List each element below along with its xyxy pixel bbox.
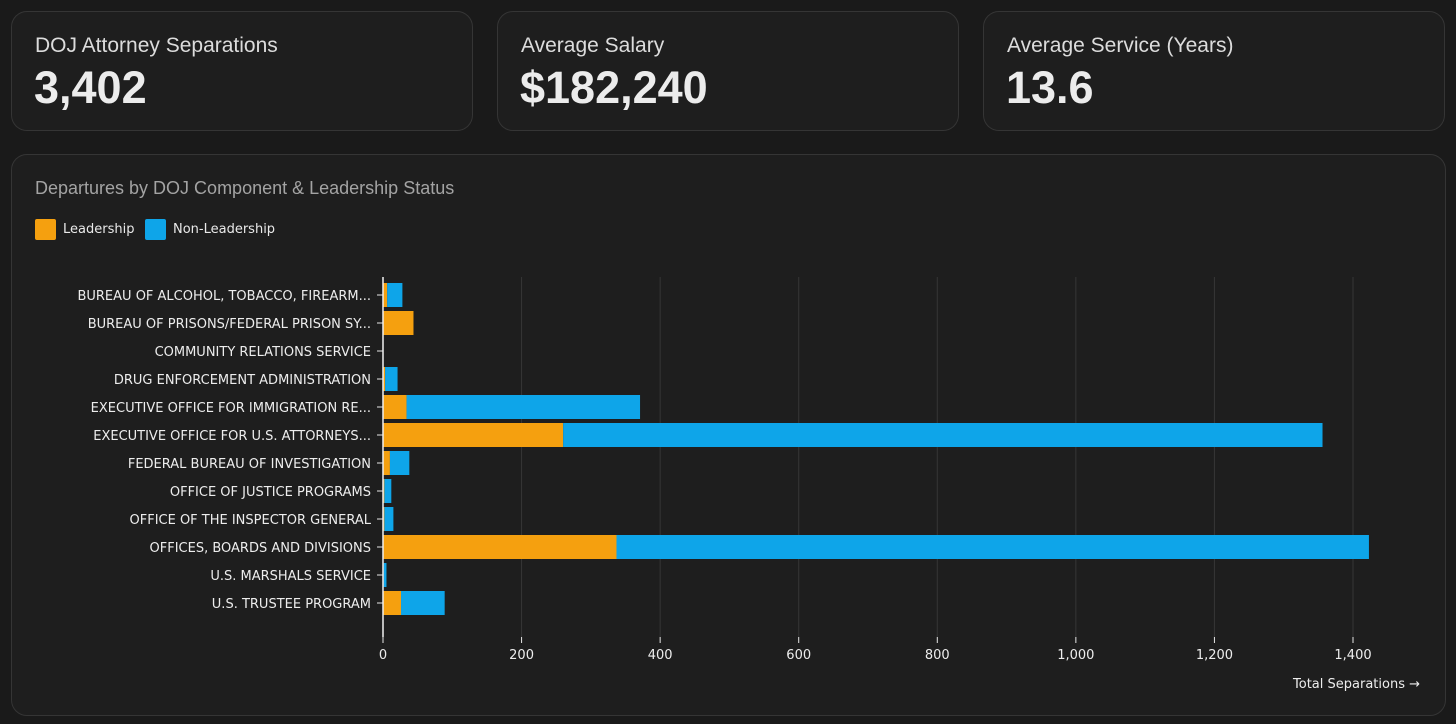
legend-swatch-leadership	[35, 218, 56, 240]
bar-non-leadership	[389, 451, 410, 475]
y-tick-label: U.S. MARSHALS SERVICE	[210, 569, 371, 584]
y-tick-label: EXECUTIVE OFFICE FOR U.S. ATTORNEYS...	[93, 429, 371, 444]
y-tick-label: BUREAU OF ALCOHOL, TOBACCO, FIREARM...	[77, 289, 371, 304]
kpi-card-service: Average Service (Years) 13.6	[983, 11, 1445, 131]
bar-non-leadership	[385, 367, 398, 391]
bar-leadership	[383, 423, 564, 447]
bar-leadership	[383, 591, 402, 615]
kpi-value: 13.6	[1006, 62, 1094, 113]
bar-leadership	[383, 395, 407, 419]
x-tick-label: 1,200	[1196, 648, 1233, 663]
bar-non-leadership	[384, 479, 392, 503]
bar-non-leadership	[563, 423, 1323, 447]
x-tick-label: 600	[786, 648, 811, 663]
bar-non-leadership	[616, 535, 1369, 559]
bar-non-leadership	[406, 395, 641, 419]
y-tick-label: EXECUTIVE OFFICE FOR IMMIGRATION RE...	[91, 401, 371, 416]
y-tick-label: OFFICE OF THE INSPECTOR GENERAL	[130, 513, 372, 528]
bar-chart: BUREAU OF ALCOHOL, TOBACCO, FIREARM... BU…	[77, 277, 1420, 692]
kpi-label: Average Service (Years)	[1007, 34, 1234, 57]
bar-non-leadership	[384, 507, 394, 531]
x-tick-label: 0	[379, 648, 387, 663]
chart-title: Departures by DOJ Component & Leadership…	[35, 178, 455, 198]
y-tick-label: COMMUNITY RELATIONS SERVICE	[155, 345, 371, 360]
bar-leadership	[383, 535, 617, 559]
y-tick-label: OFFICE OF JUSTICE PROGRAMS	[170, 485, 371, 500]
legend-swatch-non-leadership	[145, 218, 166, 240]
y-tick-label: OFFICES, BOARDS AND DIVISIONS	[150, 541, 371, 556]
x-tick-label: 200	[509, 648, 534, 663]
legend-item-leadership[interactable]: Leadership	[35, 218, 134, 240]
kpi-card-salary: Average Salary $182,240	[497, 11, 959, 131]
chart-card: Departures by DOJ Component & Leadership…	[11, 154, 1446, 716]
kpi-value: $182,240	[520, 62, 708, 113]
bar-leadership	[383, 311, 414, 335]
kpi-card-separations: DOJ Attorney Separations 3,402	[11, 11, 473, 131]
kpi-label: DOJ Attorney Separations	[35, 34, 278, 57]
x-tick-label: 1,000	[1057, 648, 1094, 663]
y-tick-label: U.S. TRUSTEE PROGRAM	[212, 597, 371, 612]
legend-item-non-leadership[interactable]: Non-Leadership	[145, 218, 275, 240]
y-tick-label: BUREAU OF PRISONS/FEDERAL PRISON SY...	[88, 317, 371, 332]
bar-leadership	[383, 451, 390, 475]
legend-label: Leadership	[63, 221, 135, 237]
bar-leadership	[383, 367, 386, 391]
kpi-value: 3,402	[34, 62, 147, 113]
y-tick-label: DRUG ENFORCEMENT ADMINISTRATION	[114, 373, 371, 388]
bar-non-leadership	[401, 591, 445, 615]
legend-label: Non-Leadership	[173, 221, 276, 237]
y-tick-label: FEDERAL BUREAU OF INVESTIGATION	[128, 457, 371, 472]
x-tick-label: 1,400	[1334, 648, 1371, 663]
x-tick-label: 800	[925, 648, 950, 663]
bar-leadership	[383, 283, 388, 307]
bar-non-leadership	[383, 563, 387, 587]
bar-non-leadership	[387, 283, 403, 307]
x-axis-label: Total Separations →	[1292, 677, 1420, 692]
kpi-label: Average Salary	[521, 34, 665, 57]
x-tick-label: 400	[648, 648, 673, 663]
